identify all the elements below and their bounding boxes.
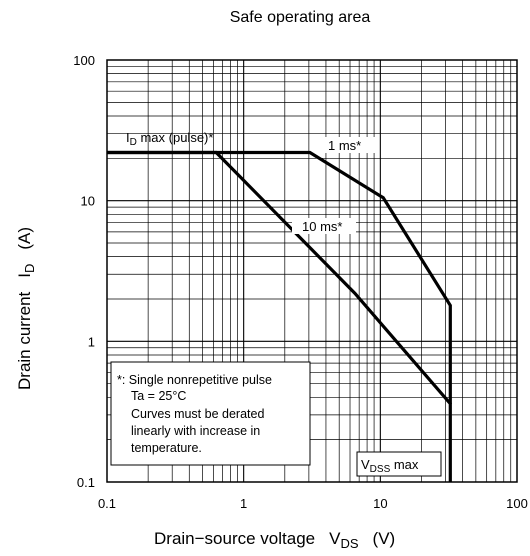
tick-labels: 0.1 1 10 100 0.1 1 10 100	[73, 53, 528, 511]
label-10ms: 10 ms*	[292, 218, 356, 234]
note-line-2: Ta = 25°C	[131, 389, 186, 403]
soa-curve-2	[107, 150, 452, 404]
y-tick-label: 0.1	[77, 475, 95, 490]
chart-title: Safe operating area	[230, 9, 371, 26]
y-tick-label: 1	[88, 334, 95, 349]
note-line-3: Curves must be derated	[131, 407, 264, 421]
series-group	[107, 150, 452, 482]
x-tick-label: 10	[373, 496, 387, 511]
y-tick-label: 100	[73, 53, 95, 68]
id-max-label: ID max (pulse)*	[126, 130, 213, 148]
note-line-1: *: Single nonrepetitive pulse	[117, 373, 272, 387]
grid	[107, 60, 517, 482]
x-axis-title: Drain−source voltage VDS (V)	[154, 529, 395, 551]
plot-frame	[106, 59, 518, 483]
x-tick-label: 0.1	[98, 496, 116, 511]
label-1ms: 1 ms*	[325, 137, 377, 153]
vdss-box: VDSS max	[356, 451, 442, 477]
note-line-5: temperature.	[131, 441, 202, 455]
vdss-max-label: VDSS max	[361, 457, 419, 475]
x-tick-label: 100	[506, 496, 528, 511]
y-tick-label: 10	[81, 194, 95, 209]
curve-1ms-label: 1 ms*	[328, 138, 361, 153]
y-axis-title: Drain currentID(A)	[15, 227, 37, 390]
note-box: *: Single nonrepetitive pulse Ta = 25°C …	[110, 361, 311, 466]
note-line-4: linearly with increase in	[131, 424, 260, 438]
curve-10ms-label: 10 ms*	[302, 219, 342, 234]
plot-border	[106, 59, 518, 483]
x-tick-label: 1	[240, 496, 247, 511]
